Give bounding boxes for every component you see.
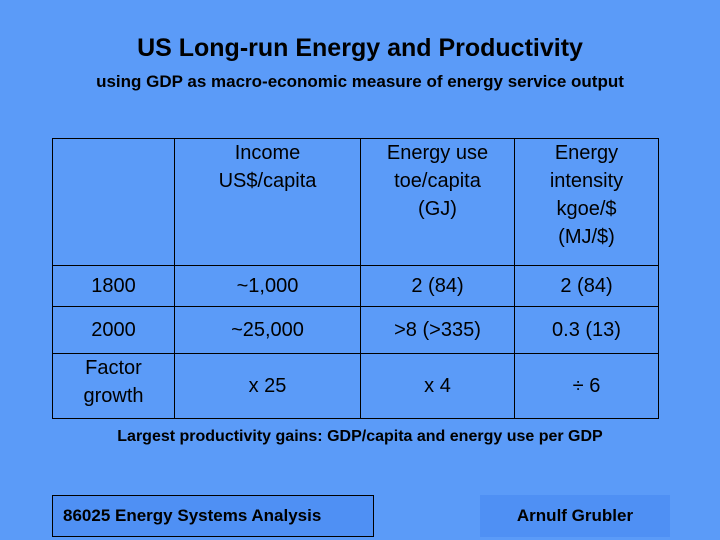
table-cell: 0.3 (13) [514,306,659,354]
footer-author: Arnulf Grubler [480,495,670,537]
table-header-row: Income US$/capita Energy use toe/capita (GJ… [52,138,659,266]
table-cell: x 4 [360,353,515,419]
footer-author-label: Arnulf Grubler [516,506,634,525]
table-row: 2000 ~25,000 >8 (>335) 0.3 (13) [52,306,659,354]
conclusion-text: Largest productivity gains: GDP/capita a… [117,428,603,445]
row-label: Factor growth [52,353,175,419]
row-label: 2000 [52,306,175,354]
table-cell: 2 (84) [360,265,515,307]
table-cell: >8 (>335) [360,306,515,354]
header-cell-energy-intensity: Energy intensity kgoe/$ (MJ/$) [514,138,659,266]
header-cell-energy-use: Energy use toe/capita (GJ) [360,138,515,266]
data-table: Income US$/capita Energy use toe/capita (GJ… [52,138,659,419]
header-cell-empty [52,138,175,266]
header-cell-income: Income US$/capita [174,138,361,266]
table-cell: 2 (84) [514,265,659,307]
footer-course: 86025 Energy Systems Analysis [52,495,374,537]
slide-title: US Long-run Energy and Productivity [137,34,583,62]
table-row: Factor growth x 25 x 4 ÷ 6 [52,353,659,419]
table-cell: ÷ 6 [514,353,659,419]
table-row: 1800 ~1,000 2 (84) 2 (84) [52,265,659,307]
row-label: 1800 [52,265,175,307]
table-cell: x 25 [174,353,361,419]
slide-subtitle: using GDP as macro-economic measure of e… [96,72,624,91]
table-cell: ~1,000 [174,265,361,307]
footer-course-label: 86025 Energy Systems Analysis [63,506,322,525]
table-cell: ~25,000 [174,306,361,354]
